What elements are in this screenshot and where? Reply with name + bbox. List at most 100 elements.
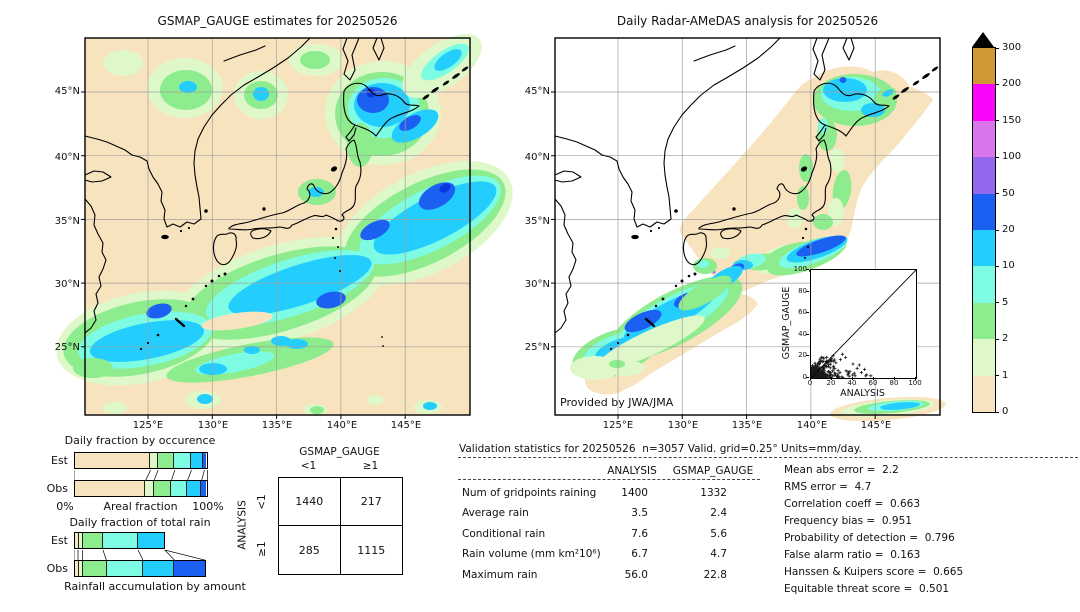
occurrence-x-right: 100% bbox=[192, 500, 224, 513]
colorbar-overflow-triangle bbox=[972, 32, 994, 47]
score-item: Correlation coeff = 0.663 bbox=[784, 498, 920, 510]
bar-segment bbox=[83, 561, 107, 576]
bar-segment bbox=[137, 533, 164, 548]
right-map-lat-label: 30°N bbox=[524, 279, 550, 290]
bar-segment bbox=[170, 481, 187, 496]
occurrence-obs-bar bbox=[74, 480, 208, 497]
inset-x-tick bbox=[831, 377, 832, 380]
left-map-lat-label: 35°N bbox=[54, 216, 80, 227]
right-precip-shading bbox=[570, 66, 946, 422]
stats-value-analysis: 7.6 bbox=[631, 527, 648, 540]
bar-segment bbox=[78, 533, 84, 548]
colorbar-tick-label: 10 bbox=[1002, 260, 1015, 272]
inset-y-tick bbox=[806, 312, 809, 314]
inset-x-tick-label: 0 bbox=[807, 379, 813, 387]
bar-segment bbox=[83, 533, 104, 548]
right-map-lon-label: 140°E bbox=[796, 420, 828, 431]
right-map-lon-label: 130°E bbox=[667, 420, 699, 431]
total-rain-est-label: Est bbox=[51, 534, 68, 547]
inset-scatter-plot bbox=[810, 269, 917, 379]
inset-x-tick-label: 40 bbox=[847, 379, 857, 387]
inset-xaxis-label: ANALYSIS bbox=[840, 388, 885, 399]
right-map-lat-label: 40°N bbox=[524, 152, 550, 163]
bar-segment bbox=[190, 453, 204, 468]
contingency-col-label-lt1: <1 bbox=[300, 460, 317, 472]
inset-y-tick-label: 20 bbox=[798, 351, 807, 360]
stats-divider-top bbox=[458, 457, 1078, 458]
score-item: Probability of detection = 0.796 bbox=[784, 532, 955, 544]
bar-segment bbox=[157, 453, 175, 468]
colorbar-tick bbox=[995, 47, 999, 49]
left-map-lon-label: 145°E bbox=[390, 420, 422, 431]
bar-segment bbox=[150, 453, 158, 468]
stats-value-gsmap: 22.8 bbox=[703, 568, 727, 581]
occurrence-chart-title: Daily fraction by occurence bbox=[64, 434, 216, 447]
colorbar-segment bbox=[973, 120, 995, 158]
left-precip-map bbox=[56, 34, 513, 420]
inset-scatter-svg bbox=[811, 270, 916, 378]
contingency-col-label-ge1: ≥1 bbox=[362, 460, 379, 472]
colorbar-segment bbox=[973, 230, 995, 267]
right-map-lat-label: 45°N bbox=[524, 86, 550, 97]
left-map-lat-label: 40°N bbox=[54, 152, 80, 163]
occurrence-x-title: Areal fraction bbox=[103, 500, 178, 513]
colorbar-tick bbox=[995, 193, 999, 195]
occurrence-est-label: Est bbox=[51, 454, 68, 467]
stats-row-label: Conditional rain bbox=[462, 527, 546, 540]
left-map-lon-label: 140°E bbox=[326, 420, 358, 431]
stats-row-label: Maximum rain bbox=[462, 568, 538, 581]
left-precip-shading bbox=[56, 34, 513, 416]
inset-x-tick-label: 100 bbox=[908, 379, 922, 387]
left-map-lat-label: 30°N bbox=[54, 279, 80, 290]
stats-value-analysis: 56.0 bbox=[624, 568, 648, 581]
bar-segment bbox=[75, 481, 146, 496]
bar-segment bbox=[106, 561, 144, 576]
bar-segment bbox=[143, 561, 175, 576]
colorbar-segment bbox=[973, 157, 995, 194]
colorbar-segment bbox=[973, 193, 995, 231]
stats-value-gsmap: 1332 bbox=[700, 487, 727, 499]
inset-y-tick bbox=[806, 355, 809, 357]
inset-x-tick-label: 20 bbox=[826, 379, 836, 387]
credit-text: Provided by JWA/JMA bbox=[560, 396, 674, 409]
score-item: False alarm ratio = 0.163 bbox=[784, 549, 921, 561]
total-rain-obs-bar bbox=[74, 560, 208, 577]
inset-y-tick bbox=[806, 333, 809, 335]
colorbar-segment bbox=[973, 375, 995, 413]
left-map-lat-label: 25°N bbox=[54, 342, 80, 353]
inset-x-tick-label: 80 bbox=[889, 379, 899, 387]
colorbar-tick-label: 2 bbox=[1002, 333, 1009, 345]
colorbar bbox=[972, 47, 996, 413]
total-rain-obs-label: Obs bbox=[46, 562, 68, 575]
occurrence-connectors bbox=[74, 469, 208, 480]
inset-x-tick bbox=[873, 377, 874, 380]
colorbar-tick bbox=[995, 338, 999, 340]
colorbar-tick bbox=[995, 302, 999, 304]
bar-segment bbox=[75, 561, 79, 576]
colorbar-tick-label: 5 bbox=[1002, 296, 1009, 308]
occurrence-obs-label: Obs bbox=[46, 482, 68, 495]
total-rain-connectors bbox=[74, 549, 207, 560]
colorbar-tick bbox=[995, 411, 999, 413]
inset-y-tick bbox=[806, 269, 809, 270]
left-map-lat-label: 45°N bbox=[54, 86, 80, 97]
right-map-lon-label: 145°E bbox=[860, 420, 892, 431]
right-map-title: Daily Radar-AMeDAS analysis for 20250526 bbox=[616, 14, 879, 28]
bar-segment bbox=[145, 481, 154, 496]
stats-value-analysis: 6.7 bbox=[631, 548, 648, 561]
inset-y-tick-label: 0 bbox=[802, 373, 807, 381]
stats-divider-header bbox=[458, 479, 760, 480]
inset-x-tick bbox=[894, 377, 895, 380]
score-item: Equitable threat score = 0.501 bbox=[784, 583, 950, 595]
stacked-bar bbox=[74, 452, 208, 469]
right-map-lat-label: 35°N bbox=[524, 216, 550, 227]
occurrence-est-bar bbox=[74, 452, 208, 469]
stats-col-analysis: ANALYSIS bbox=[607, 465, 657, 477]
inset-y-tick-label: 40 bbox=[798, 329, 807, 338]
inset-y-tick bbox=[806, 290, 809, 292]
score-item: Frequency bias = 0.951 bbox=[784, 515, 912, 527]
stats-value-gsmap: 2.4 bbox=[710, 507, 727, 520]
right-map-lon-label: 125°E bbox=[602, 420, 634, 431]
bar-segment bbox=[203, 453, 207, 468]
